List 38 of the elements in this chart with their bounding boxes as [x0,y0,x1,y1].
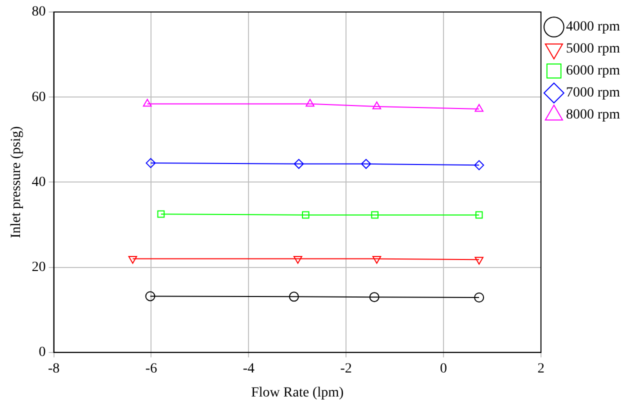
point [361,158,372,169]
x-tick-label: -8 [48,361,60,376]
y-tick-label: 20 [32,260,46,275]
x-tick-label: -6 [145,361,158,376]
point [475,211,483,219]
point [145,291,156,302]
y-tick-label: 60 [32,90,46,105]
x-tick-label: -4 [242,361,254,376]
point [288,292,299,302]
y-axis-title: Inlet pressure (psig) [9,126,24,238]
point [474,256,484,265]
legend-label: 5000 rpm [566,42,620,57]
y-tick-label: 40 [32,174,46,190]
x-axis-title: Flow Rate (lpm) [251,385,344,400]
point [371,211,379,219]
x-tick-label: 0 [440,361,448,376]
point [306,98,314,107]
point [128,256,138,264]
legend-label: 7000 rpm [566,86,620,101]
legend-label: 4000 rpm [566,20,620,35]
legend-label: 8000 rpm [566,108,620,123]
point [474,292,484,303]
point [302,211,310,219]
point [474,160,484,170]
point [142,98,152,107]
point [146,158,156,168]
x-tick-label: -2 [340,361,352,376]
point [157,210,165,218]
point [293,256,302,264]
legend-label: 6000 rpm [566,64,620,79]
point [372,256,382,264]
point [369,292,380,302]
y-tick-label: 0 [38,345,46,360]
y-tick-label: 80 [32,4,46,20]
point [474,104,484,112]
point [372,101,382,110]
point [294,158,304,169]
x-tick-label: 2 [537,361,544,376]
